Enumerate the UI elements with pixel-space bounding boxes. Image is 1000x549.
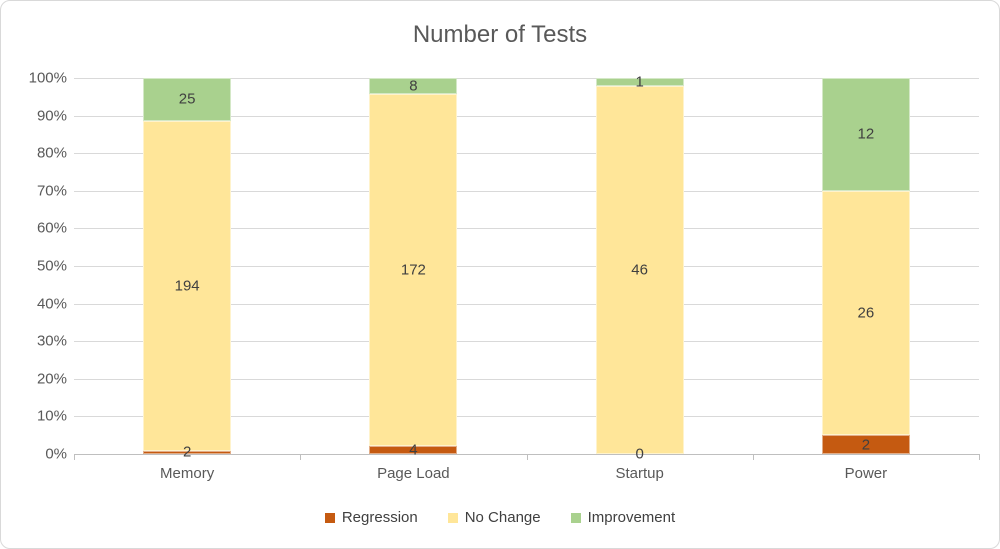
legend-marker-regression <box>324 512 335 523</box>
x-axis-category-label: Power <box>844 465 888 482</box>
x-axis-tick <box>526 454 528 460</box>
gridline <box>74 153 979 155</box>
segment-no-change-memory: 194 <box>143 120 232 451</box>
segment-improvement-memory: 25 <box>143 78 232 121</box>
y-axis-tick-label: 50% <box>36 257 67 275</box>
y-axis-tick-label: 70% <box>36 182 67 200</box>
data-label: 172 <box>400 261 426 279</box>
data-label: 2 <box>861 436 871 454</box>
gridline <box>74 190 979 192</box>
data-label: 26 <box>857 304 875 322</box>
data-label: 8 <box>409 77 418 95</box>
gridline <box>74 303 979 305</box>
bar-startup: 0 46 1 <box>595 75 684 462</box>
y-axis-tick-label: 100% <box>28 69 67 87</box>
gridline <box>74 378 979 380</box>
y-axis-tick-label: 10% <box>36 407 67 425</box>
y-axis-tick-label: 40% <box>36 295 67 313</box>
y-axis-tick-label: 60% <box>36 219 67 237</box>
x-axis-tick <box>300 454 302 460</box>
x-axis-tick <box>979 454 980 460</box>
plot-area: 0% 10% 20% 30% 40% 50% 60% 70% 80% 90% 100% 2 194 25 M… <box>29 70 980 482</box>
legend-label: Improvement <box>587 509 676 526</box>
segment-no-change-page-load: 172 <box>369 94 458 446</box>
legend-item-improvement: Improvement <box>570 509 676 526</box>
segment-regression-page-load: 4 <box>369 442 458 457</box>
x-axis-category-label: Page Load <box>377 465 450 482</box>
gridline <box>74 115 979 117</box>
legend-marker-improvement <box>570 512 581 523</box>
x-axis-category-label: Memory <box>160 465 215 482</box>
y-axis-tick-label: 0% <box>45 445 67 463</box>
segment-improvement-page-load: 8 <box>369 77 458 95</box>
data-label: 46 <box>631 261 648 279</box>
bar-power: 2 26 12 <box>821 78 910 454</box>
legend: Regression No Change Improvement <box>1 509 999 526</box>
segment-improvement-power: 12 <box>821 78 910 191</box>
y-axis-tick-label: 30% <box>36 332 67 350</box>
segment-regression-memory: 2 <box>143 445 232 460</box>
legend-marker-no-change <box>447 512 458 523</box>
legend-item-regression: Regression <box>324 509 418 526</box>
y-axis-tick-label: 80% <box>36 144 67 162</box>
gridline <box>74 78 979 79</box>
data-label: 25 <box>178 90 196 108</box>
y-axis-tick-label: 90% <box>36 107 67 125</box>
gridline <box>74 341 979 343</box>
x-axis-category-label: Startup <box>615 465 664 482</box>
legend-label: Regression <box>341 509 418 526</box>
segment-regression-power: 2 <box>821 435 910 454</box>
bar-page-load: 4 172 8 <box>369 77 458 457</box>
chart-title: Number of Tests <box>412 21 588 48</box>
segment-no-change-power: 26 <box>821 190 910 436</box>
x-axis-tick <box>752 454 754 460</box>
gridline <box>74 266 979 267</box>
data-label: 12 <box>857 125 875 143</box>
data-label: 194 <box>174 277 200 295</box>
legend-label: No Change <box>464 509 541 526</box>
segment-improvement-startup: 1 <box>595 75 684 90</box>
legend-item-no-change: No Change <box>447 509 541 526</box>
x-axis-tick <box>74 454 75 460</box>
segment-no-change-startup: 46 <box>595 86 684 454</box>
gridline <box>74 416 979 418</box>
gridline <box>74 228 979 230</box>
y-axis-tick-label: 20% <box>36 370 67 388</box>
bar-memory: 2 194 25 <box>143 78 232 460</box>
